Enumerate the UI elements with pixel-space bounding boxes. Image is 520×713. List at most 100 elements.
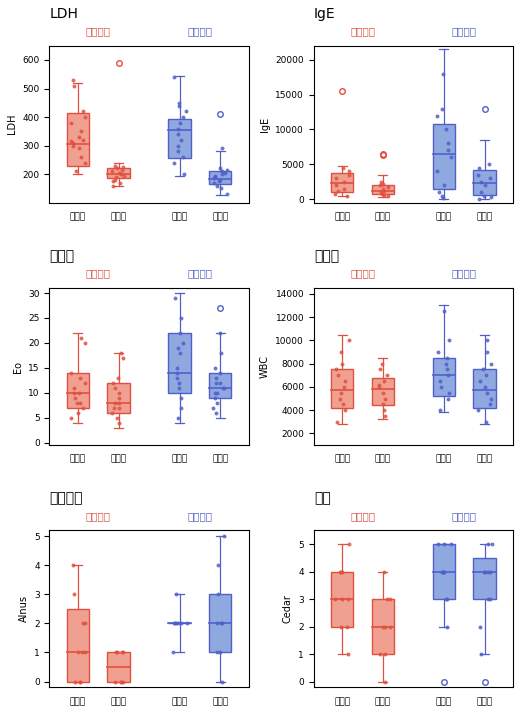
Bar: [108, 168, 130, 178]
Point: [435, 404, 444, 416]
Point: [343, 593, 352, 605]
Point: [441, 593, 450, 605]
Point: [481, 381, 489, 393]
Point: [69, 74, 77, 86]
Point: [115, 392, 123, 404]
Point: [172, 588, 180, 600]
Point: [484, 593, 492, 605]
Point: [375, 180, 384, 191]
Point: [115, 167, 123, 178]
Point: [81, 617, 89, 629]
Point: [444, 369, 452, 381]
Point: [340, 176, 348, 188]
Bar: [433, 124, 455, 189]
Point: [483, 387, 491, 399]
Bar: [209, 373, 231, 398]
Point: [76, 372, 84, 384]
Point: [117, 168, 125, 180]
Point: [374, 381, 383, 393]
Y-axis label: WBC: WBC: [260, 355, 270, 378]
Point: [331, 188, 340, 200]
Point: [381, 393, 389, 404]
Point: [223, 164, 231, 175]
Point: [223, 188, 231, 200]
Point: [108, 377, 116, 389]
Point: [67, 412, 75, 424]
Point: [79, 402, 87, 414]
Text: 早期寛解: 早期寛解: [86, 26, 111, 36]
Point: [79, 617, 87, 629]
Point: [171, 617, 179, 629]
Point: [342, 621, 350, 632]
Point: [179, 151, 187, 163]
Point: [81, 111, 89, 123]
Point: [345, 334, 353, 346]
Point: [341, 375, 349, 386]
Point: [375, 379, 383, 390]
Point: [108, 407, 116, 419]
Point: [438, 192, 447, 203]
Point: [69, 140, 77, 151]
Point: [170, 617, 178, 629]
Point: [72, 397, 81, 409]
Point: [486, 593, 495, 605]
Point: [480, 566, 488, 578]
Point: [108, 165, 116, 177]
Point: [332, 180, 341, 191]
Point: [474, 193, 483, 204]
Point: [380, 404, 388, 416]
Bar: [67, 373, 89, 408]
Point: [447, 538, 455, 550]
Point: [474, 404, 483, 416]
Point: [383, 593, 391, 605]
Point: [481, 566, 489, 578]
Point: [486, 399, 495, 410]
Point: [81, 377, 89, 389]
Point: [217, 183, 225, 194]
Point: [481, 180, 489, 191]
Point: [180, 168, 189, 180]
Point: [476, 621, 484, 632]
Point: [216, 327, 224, 339]
Point: [445, 334, 453, 346]
Point: [111, 676, 119, 687]
Point: [69, 137, 77, 148]
Point: [116, 177, 124, 188]
Point: [474, 169, 482, 180]
Point: [71, 392, 79, 404]
Point: [376, 176, 385, 188]
Point: [174, 617, 182, 629]
Point: [480, 190, 488, 202]
Point: [173, 140, 181, 151]
Point: [344, 649, 352, 660]
Point: [210, 173, 218, 184]
Point: [211, 392, 219, 404]
Point: [381, 621, 389, 632]
Point: [109, 180, 117, 191]
Point: [75, 131, 84, 143]
Point: [332, 173, 340, 184]
Point: [176, 347, 184, 359]
Point: [173, 145, 181, 157]
Point: [72, 165, 80, 177]
Point: [477, 187, 485, 198]
Point: [378, 188, 386, 200]
Point: [173, 367, 181, 379]
Point: [170, 157, 178, 168]
Point: [443, 124, 451, 135]
Point: [376, 187, 385, 198]
Bar: [331, 173, 354, 193]
Text: 残存傾向: 残存傾向: [452, 511, 477, 521]
Text: 早期寛解: 早期寛解: [350, 26, 375, 36]
Point: [218, 617, 227, 629]
Bar: [473, 369, 496, 408]
Text: 好酸球: 好酸球: [49, 250, 74, 263]
Text: 早期寛解: 早期寛解: [86, 511, 111, 521]
Point: [376, 649, 384, 660]
Point: [333, 369, 342, 381]
Point: [211, 362, 219, 374]
Point: [212, 372, 220, 384]
Point: [343, 190, 351, 202]
Point: [119, 647, 127, 658]
Point: [112, 647, 121, 658]
